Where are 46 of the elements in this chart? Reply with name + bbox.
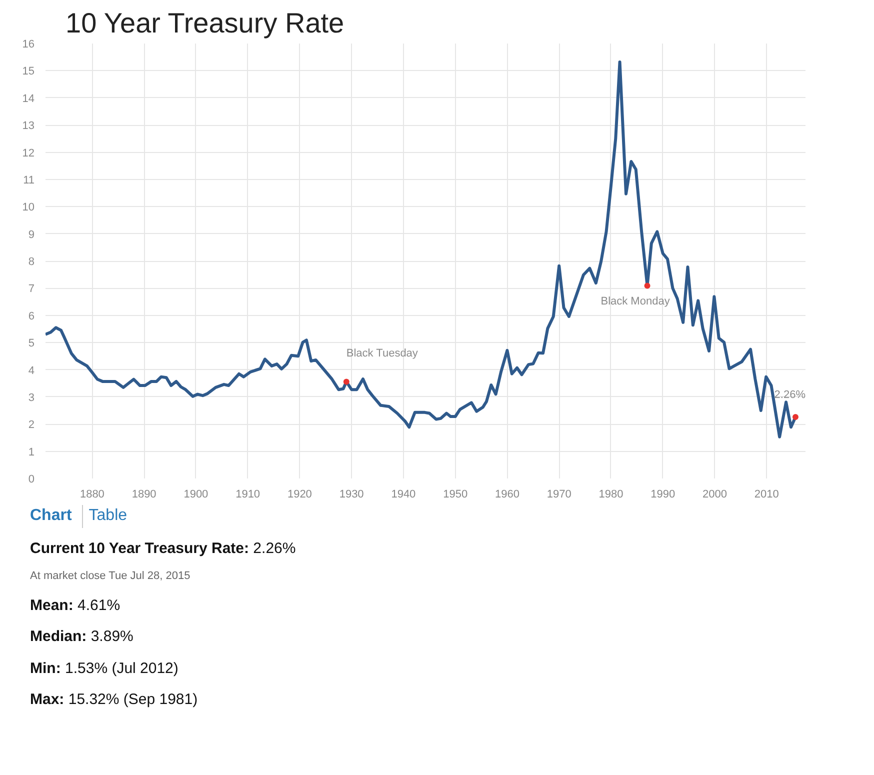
text: Current 10 Year Treasury Rate: 2.26% bbox=[30, 538, 296, 559]
x-tick-label: 1950 bbox=[443, 488, 468, 500]
point bbox=[644, 282, 650, 289]
y-tick-label: 5 bbox=[28, 338, 35, 350]
y-tick-label: 1 bbox=[28, 446, 35, 458]
y-tick-label: 0 bbox=[28, 474, 35, 486]
annotation: Black Tuesday bbox=[346, 348, 418, 360]
point bbox=[343, 378, 350, 385]
y-tick-label: 11 bbox=[23, 174, 35, 186]
x-tick-label: 1970 bbox=[546, 488, 572, 500]
x-tick-label: 2010 bbox=[754, 488, 779, 500]
text: Max: 15.32% (Sep 1981) bbox=[30, 690, 198, 710]
y-tick-label: 15 bbox=[22, 66, 35, 78]
annotation: Black Monday bbox=[600, 296, 670, 308]
y-tick-label: 14 bbox=[22, 92, 35, 105]
point bbox=[792, 414, 798, 420]
x-tick-label: 1960 bbox=[494, 488, 520, 500]
x-tick-label: 1930 bbox=[339, 488, 364, 500]
x-tick-label: 1920 bbox=[287, 488, 312, 500]
x-tick-label: 1900 bbox=[184, 488, 208, 500]
chart-title: 10 Year Treasury Rate bbox=[66, 8, 344, 38]
text: Mean: 4.61% bbox=[30, 596, 120, 616]
text: Table bbox=[88, 506, 128, 526]
y-tick-label: 16 bbox=[22, 38, 35, 50]
y-tick-label: 6 bbox=[28, 310, 35, 322]
x-tick-label: 2000 bbox=[702, 488, 727, 500]
y-tick-label: 10 bbox=[22, 202, 35, 214]
annotation: 2.26% bbox=[774, 389, 806, 402]
y-tick-label: 12 bbox=[22, 147, 35, 160]
x-tick-label: 1880 bbox=[80, 488, 104, 500]
y-tick-label: 13 bbox=[22, 120, 35, 132]
x-tick-label: 1980 bbox=[598, 488, 624, 500]
y-tick-label: 7 bbox=[28, 283, 35, 296]
y-tick-label: 8 bbox=[28, 256, 35, 268]
x-tick-label: 1910 bbox=[236, 488, 260, 500]
text: At market close Tue Jul 28, 2015 bbox=[30, 569, 190, 584]
text: Chart bbox=[30, 506, 72, 526]
x-tick-label: 1990 bbox=[650, 488, 676, 500]
y-tick-label: 4 bbox=[28, 364, 35, 377]
x-tick-label: 1940 bbox=[391, 488, 416, 500]
x-tick-label: 1890 bbox=[132, 488, 156, 500]
y-tick-label: 3 bbox=[28, 392, 35, 404]
text: Min: 1.53% (Jul 2012) bbox=[30, 658, 178, 679]
text: Median: 3.89% bbox=[30, 627, 134, 648]
y-tick-label: 9 bbox=[28, 228, 35, 241]
y-tick-label: 2 bbox=[28, 419, 35, 432]
